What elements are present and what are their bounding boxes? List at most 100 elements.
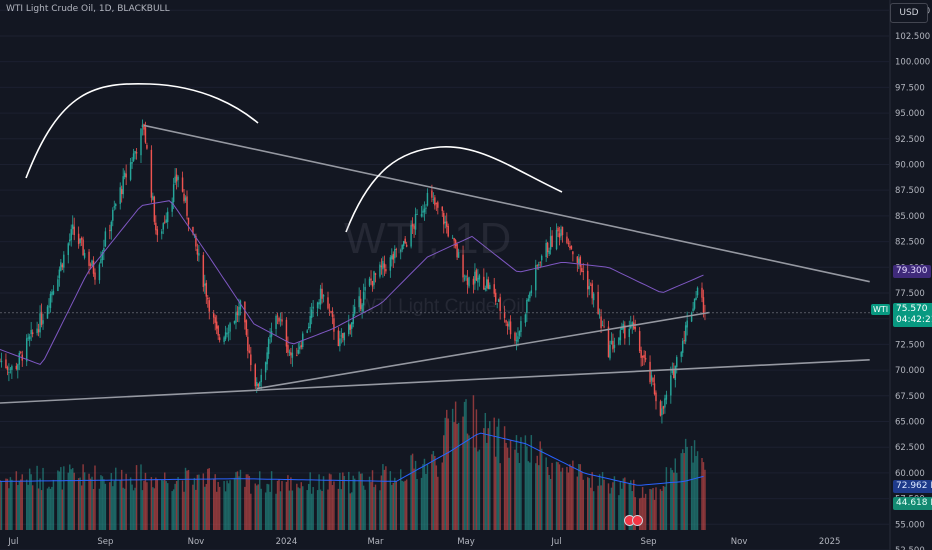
candle-body bbox=[475, 270, 478, 281]
candle-body bbox=[238, 306, 240, 316]
candle-body bbox=[441, 206, 444, 212]
volume-bar bbox=[207, 468, 209, 530]
candle-body bbox=[316, 302, 319, 309]
volume-bar bbox=[103, 479, 105, 530]
volume-bar bbox=[457, 422, 460, 530]
volume-bar bbox=[618, 495, 620, 530]
candle-body bbox=[328, 310, 331, 312]
volume-bar bbox=[382, 464, 384, 530]
volume-bar bbox=[603, 479, 605, 530]
volume-bar bbox=[435, 465, 438, 530]
candles bbox=[0, 119, 706, 424]
candle-body bbox=[309, 316, 311, 328]
candle-body bbox=[399, 250, 402, 252]
volume-bar bbox=[676, 472, 678, 530]
volume-bar bbox=[208, 468, 210, 530]
volume-bar bbox=[477, 451, 479, 530]
candle-body bbox=[198, 253, 200, 256]
volume-bar bbox=[655, 487, 657, 530]
volume-bar bbox=[539, 441, 541, 530]
candle-body bbox=[285, 319, 288, 347]
candle-body bbox=[674, 365, 677, 381]
volume-bar bbox=[567, 472, 570, 530]
volume-bar bbox=[447, 418, 449, 530]
volume-bar bbox=[548, 475, 550, 530]
volume-bar bbox=[123, 488, 126, 530]
currency-button[interactable]: USD bbox=[890, 3, 928, 23]
candle-body bbox=[310, 309, 313, 318]
volume-bar bbox=[150, 477, 153, 530]
price-tick-label: 100.000 bbox=[895, 58, 930, 68]
volume-bar bbox=[569, 464, 571, 530]
volume-bar bbox=[21, 474, 23, 530]
volume-bar bbox=[153, 488, 156, 530]
candle-body bbox=[530, 290, 533, 294]
last-price-value: 75.570 bbox=[896, 304, 928, 314]
volume-bar bbox=[49, 488, 52, 530]
volume-bar bbox=[202, 473, 205, 530]
volume-bar bbox=[453, 422, 455, 530]
candle-body bbox=[405, 244, 408, 247]
volume-bar bbox=[15, 471, 18, 530]
candle-body bbox=[579, 256, 582, 267]
candle-body bbox=[218, 337, 221, 341]
candle-body bbox=[337, 330, 340, 347]
candle-body bbox=[28, 336, 31, 340]
symbol-title[interactable]: WTI Light Crude Oil, 1D, BLACKBULL bbox=[6, 4, 170, 14]
volume-bar bbox=[581, 471, 583, 530]
volume-bar bbox=[177, 477, 179, 530]
candle-body bbox=[362, 291, 365, 306]
candle-body bbox=[368, 278, 371, 286]
symbol-price-tag: WTI bbox=[871, 304, 891, 315]
candle-body bbox=[40, 311, 43, 325]
volume-bar bbox=[319, 489, 322, 530]
time-axis-label: 2025 bbox=[819, 537, 841, 547]
volume-bar bbox=[649, 489, 651, 530]
volume-bar bbox=[122, 487, 124, 530]
candle-body bbox=[6, 367, 9, 370]
trendline bbox=[256, 311, 710, 390]
volume-bar bbox=[226, 480, 228, 530]
volume-bar bbox=[352, 475, 354, 530]
time-axis-label: 2024 bbox=[276, 537, 298, 547]
volume-bar bbox=[333, 481, 335, 530]
candle-body bbox=[404, 238, 406, 244]
candle-body bbox=[88, 251, 90, 266]
volume-bar bbox=[484, 412, 487, 530]
volume-bar bbox=[328, 473, 331, 530]
volume-bar bbox=[146, 482, 148, 530]
volume-bars bbox=[0, 395, 706, 530]
volume-bar bbox=[514, 449, 516, 530]
volume-bar bbox=[535, 463, 537, 530]
volume-bar bbox=[25, 479, 28, 530]
time-axis-label: Nov bbox=[188, 537, 205, 547]
volume-bar bbox=[557, 462, 559, 530]
volume-bar bbox=[166, 483, 169, 530]
candle-body bbox=[434, 197, 436, 206]
candle-body bbox=[607, 326, 610, 358]
candle-body bbox=[598, 314, 601, 316]
candle-body bbox=[250, 354, 252, 366]
volume-bar bbox=[508, 457, 510, 530]
volume-bar bbox=[662, 485, 665, 530]
volume-bar bbox=[233, 477, 236, 530]
candle-body bbox=[224, 332, 227, 340]
candle-body bbox=[457, 252, 460, 258]
event-flag-icon[interactable] bbox=[632, 515, 643, 526]
candle-body bbox=[444, 221, 446, 224]
volume-bar bbox=[63, 466, 65, 530]
volume-bar bbox=[186, 470, 188, 530]
volume-bar bbox=[244, 486, 246, 530]
candle-body bbox=[71, 224, 74, 229]
volume-bar bbox=[141, 490, 144, 530]
volume-bar bbox=[192, 484, 194, 530]
volume-bar bbox=[60, 467, 62, 530]
volume-bar bbox=[664, 486, 666, 530]
candle-body bbox=[235, 312, 237, 323]
price-tick-label: 97.500 bbox=[895, 83, 925, 93]
volume-bar bbox=[505, 442, 507, 530]
candle-body bbox=[349, 325, 351, 330]
candle-body bbox=[162, 223, 164, 230]
volume-bar bbox=[288, 490, 291, 530]
